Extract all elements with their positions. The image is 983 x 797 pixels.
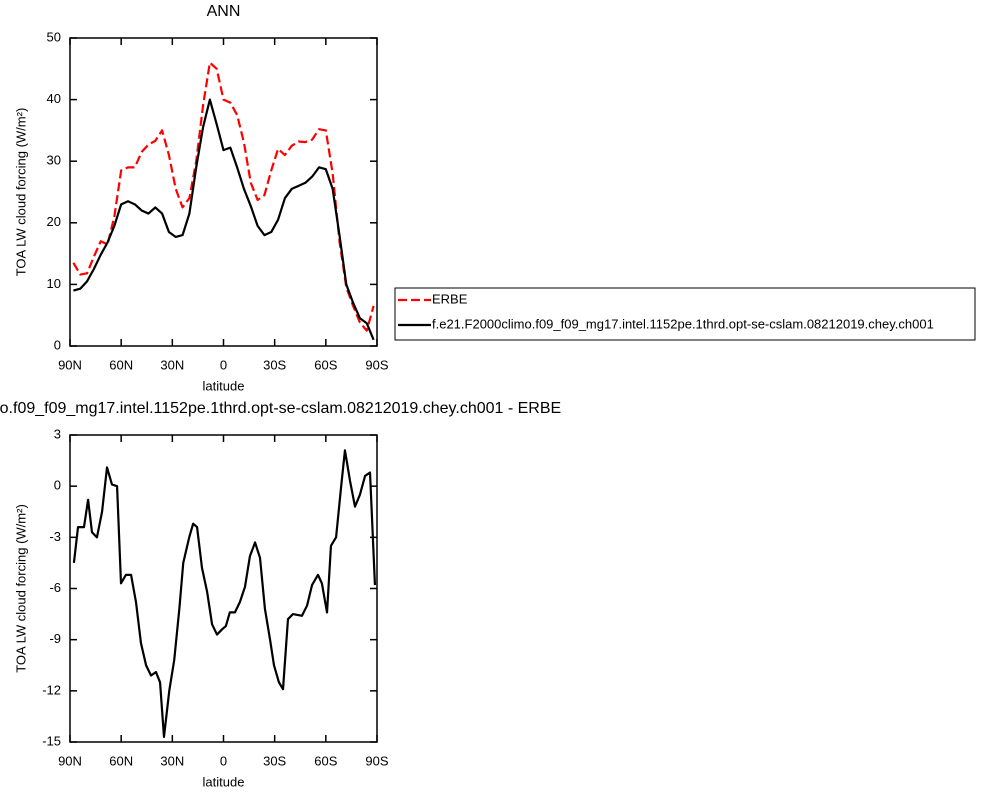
plot-frame [69, 37, 378, 347]
y-tick-label: -3 [49, 529, 61, 544]
y-tick-label: -6 [49, 580, 61, 595]
legend-box [394, 287, 976, 341]
x-tick-label: 30S [263, 753, 286, 768]
legend-label: f.e21.F2000climo.f09_f09_mg17.intel.1152… [432, 316, 934, 331]
x-tick-label: 30N [160, 357, 184, 372]
x-tick-label: 90N [58, 753, 82, 768]
x-tick-label: 30N [160, 753, 184, 768]
x-tick-label: 0 [220, 357, 227, 372]
plot-frame [69, 434, 378, 743]
x-tick-label: 60S [314, 357, 337, 372]
y-tick-label: 20 [47, 214, 61, 229]
data-line [72, 61, 375, 332]
data-line [73, 98, 375, 341]
x-tick-label: 30S [263, 357, 286, 372]
y-tick-label: 30 [47, 153, 61, 168]
y-tick-label: -12 [42, 682, 61, 697]
y-tick-label: 50 [47, 29, 61, 44]
y-tick-label: 0 [54, 478, 61, 493]
chart-title: ANN [207, 3, 241, 20]
x-tick-label: 90N [58, 357, 82, 372]
x-tick-label: 60S [314, 753, 337, 768]
y-tick-label: -9 [49, 631, 61, 646]
x-tick-label: 60N [109, 357, 133, 372]
legend-label: ERBE [432, 291, 468, 306]
x-tick-label: 0 [220, 753, 227, 768]
y-tick-label: 10 [47, 276, 61, 291]
x-tick-label: 90S [365, 357, 388, 372]
y-tick-label: 0 [54, 337, 61, 352]
y-tick-label: 3 [54, 426, 61, 441]
x-tick-label: 60N [109, 753, 133, 768]
y-axis-label: TOA LW cloud forcing (W/m²) [13, 504, 28, 673]
x-axis-label: latitude [203, 378, 245, 393]
y-tick-label: 40 [47, 91, 61, 106]
y-tick-label: -15 [42, 733, 61, 748]
y-axis-label: TOA LW cloud forcing (W/m²) [13, 108, 28, 277]
chart-title: f.e21.F2000climo.f09_f09_mg17.intel.1152… [0, 400, 561, 417]
x-tick-label: 90S [365, 753, 388, 768]
data-line [72, 449, 377, 738]
x-axis-label: latitude [203, 774, 245, 789]
